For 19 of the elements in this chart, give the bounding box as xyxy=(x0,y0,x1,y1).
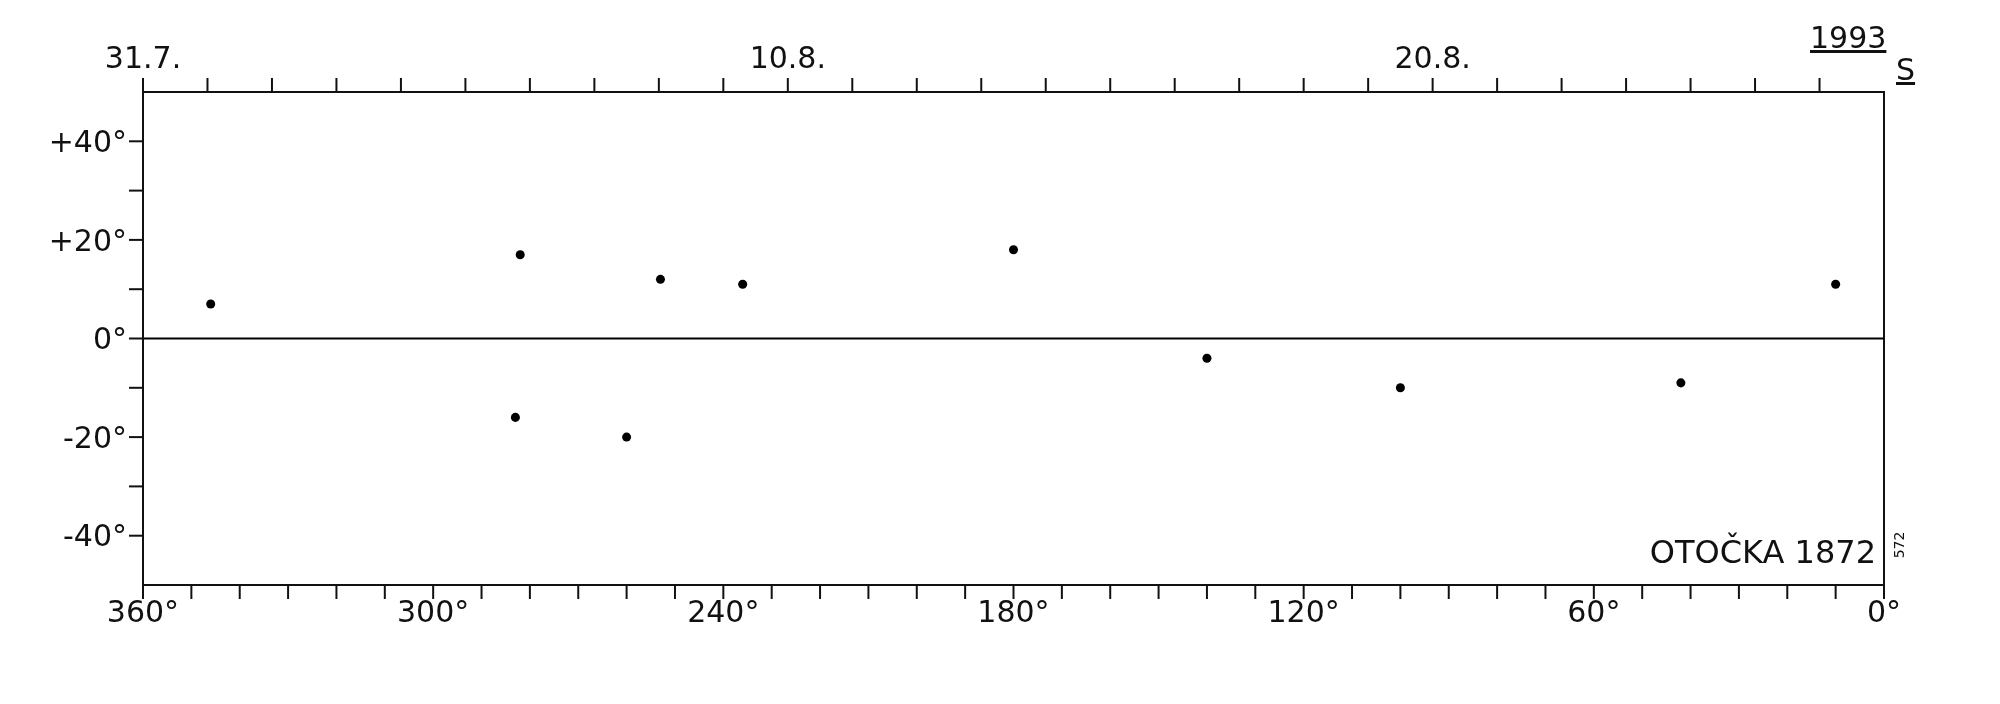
text: S xyxy=(1896,52,1916,87)
y-tick-label: 0° xyxy=(92,321,127,357)
y-tick-label: +20° xyxy=(48,222,127,258)
text: 572 xyxy=(1891,531,1908,559)
x-tick-label: 60° xyxy=(1567,594,1621,630)
x2-tick-label: 31.7. xyxy=(104,40,182,75)
x-tick-label: 0° xyxy=(1866,594,1902,630)
x-tick-label: 300° xyxy=(397,594,470,630)
x2-tick-label: 20.8. xyxy=(1394,40,1471,75)
x-tick-label: 240° xyxy=(687,594,760,630)
y-tick-label: +40° xyxy=(48,123,127,159)
x-tick-label: 120° xyxy=(1267,594,1340,630)
annotation: OTOČKA 1872 xyxy=(1649,533,1876,571)
x-tick-label: 180° xyxy=(977,594,1050,630)
y-tick-label: -20° xyxy=(63,419,127,455)
y-tick-label: -40° xyxy=(63,518,127,554)
x-tick-label: 360° xyxy=(106,594,180,630)
text: 1993 xyxy=(1810,20,1887,55)
x2-tick-label: 10.8. xyxy=(749,40,826,75)
